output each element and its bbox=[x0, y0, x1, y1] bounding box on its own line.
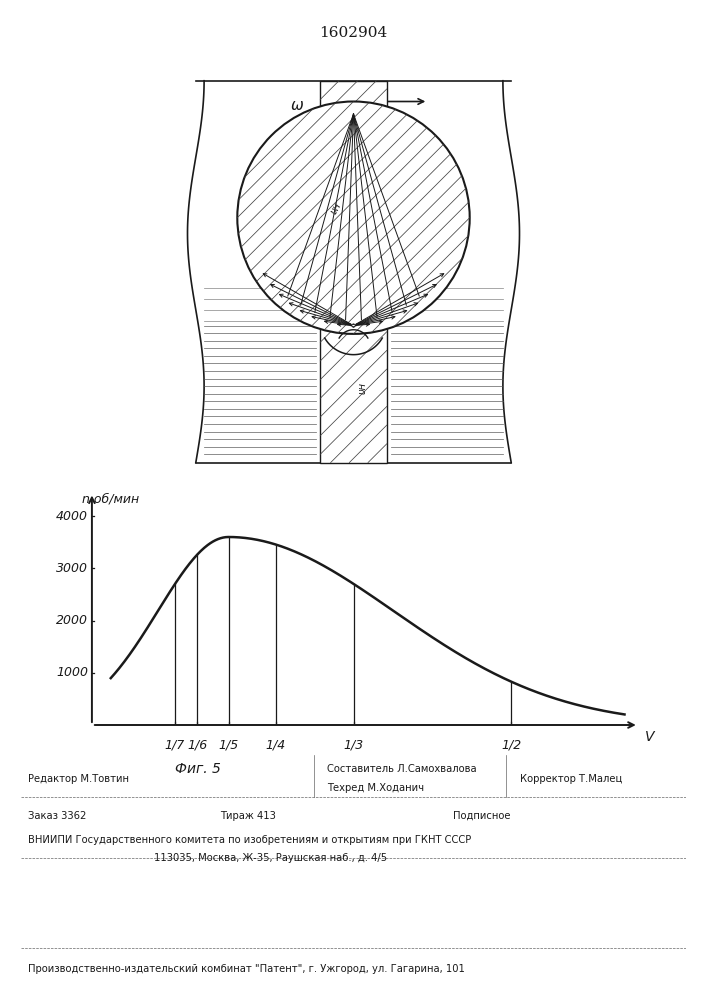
Text: ВНИИПИ Государственного комитета по изобретениям и открытиям при ГКНТ СССР: ВНИИПИ Государственного комитета по изоб… bbox=[28, 835, 471, 845]
Text: 1/3: 1/3 bbox=[344, 738, 364, 751]
Text: 2000: 2000 bbox=[56, 614, 88, 627]
Text: 4000: 4000 bbox=[56, 510, 88, 523]
Text: Производственно-издательский комбинат "Патент", г. Ужгород, ул. Гагарина, 101: Производственно-издательский комбинат "П… bbox=[28, 964, 464, 974]
Circle shape bbox=[238, 102, 469, 334]
Polygon shape bbox=[320, 81, 387, 463]
Text: Тираж 413: Тираж 413 bbox=[221, 811, 276, 821]
Text: 1602904: 1602904 bbox=[320, 26, 387, 40]
Text: V: V bbox=[645, 730, 655, 744]
Text: n об/мин: n об/мин bbox=[83, 493, 139, 506]
Text: 1/4: 1/4 bbox=[266, 738, 286, 751]
Text: ω: ω bbox=[291, 98, 304, 113]
Text: Корректор Т.Малец: Корректор Т.Малец bbox=[520, 774, 622, 784]
Text: 1/2: 1/2 bbox=[501, 738, 522, 751]
Text: Редактор М.Товтин: Редактор М.Товтин bbox=[28, 774, 129, 784]
Text: 1/7: 1/7 bbox=[165, 738, 185, 751]
Text: Техред М.Ходанич: Техред М.Ходанич bbox=[327, 783, 424, 793]
Text: 3000: 3000 bbox=[56, 562, 88, 575]
Text: Заказ 3362: Заказ 3362 bbox=[28, 811, 86, 821]
Text: υн: υн bbox=[358, 382, 368, 394]
Text: 113035, Москва, Ж-35, Раушская наб., д. 4/5: 113035, Москва, Ж-35, Раушская наб., д. … bbox=[154, 853, 387, 863]
Text: 1000: 1000 bbox=[56, 666, 88, 679]
Text: 1/5: 1/5 bbox=[218, 738, 239, 751]
Text: Фиг.4: Фиг.4 bbox=[333, 490, 374, 504]
Text: Фиг. 5: Фиг. 5 bbox=[175, 762, 221, 776]
Text: Составитель Л.Самохвалова: Составитель Л.Самохвалова bbox=[327, 764, 477, 774]
Text: 1/6: 1/6 bbox=[187, 738, 208, 751]
Text: υн: υн bbox=[329, 200, 344, 216]
Text: Подписное: Подписное bbox=[453, 811, 510, 821]
